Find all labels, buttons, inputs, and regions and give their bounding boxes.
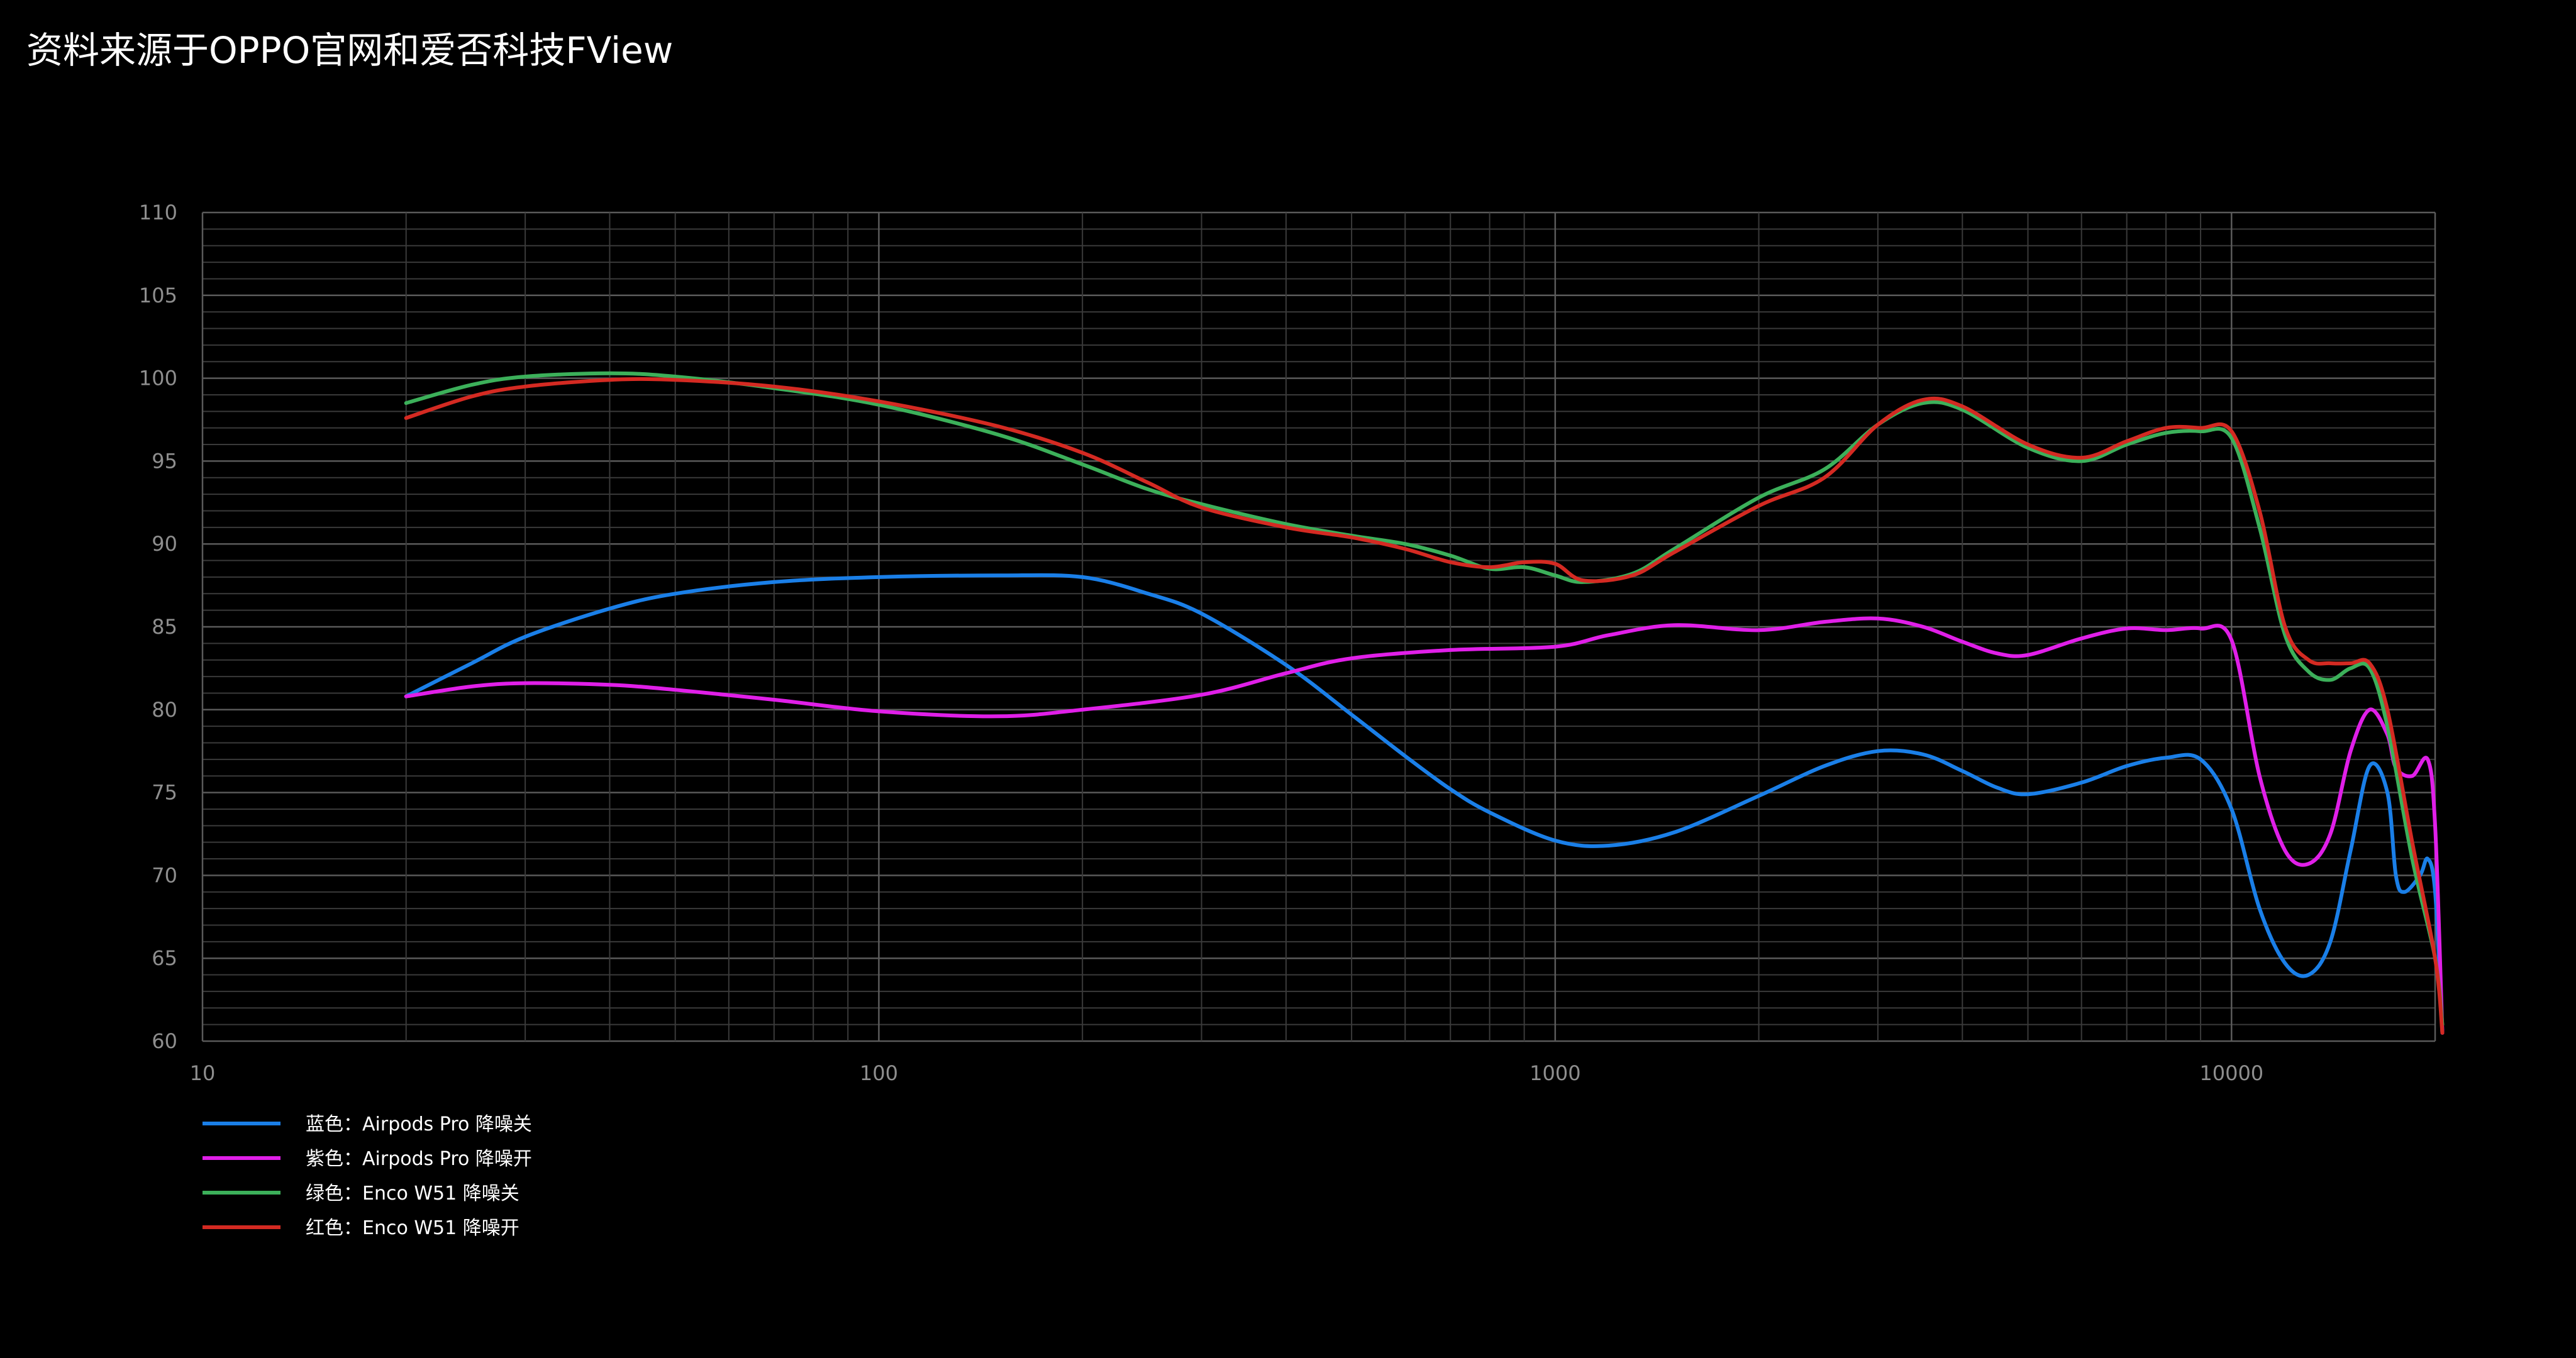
x-tick-label: 10 — [190, 1061, 216, 1085]
y-tick-label: 60 — [152, 1029, 177, 1053]
legend-label-4: 红色：Enco W51 降噪开 — [306, 1217, 519, 1239]
y-tick-label: 80 — [152, 698, 177, 722]
series-line-1 — [404, 573, 2445, 1035]
y-tick-label: 85 — [152, 615, 177, 639]
y-tick-labels: 110 105 100 95 90 85 80 75 70 65 60 — [139, 201, 177, 1053]
source-note: 资料来源于OPPO官网和爱否科技FView — [26, 29, 674, 72]
y-tick-label: 95 — [152, 449, 177, 473]
y-tick-label: 75 — [152, 781, 177, 805]
y-tick-label: 110 — [139, 201, 177, 224]
legend-label-2: 紫色：Airpods Pro 降噪开 — [306, 1148, 532, 1170]
series-line-2 — [404, 616, 2445, 1035]
legend-label-3: 绿色：Enco W51 降噪关 — [306, 1183, 519, 1205]
y-tick-label: 100 — [139, 367, 177, 390]
y-tick-label: 105 — [139, 284, 177, 307]
y-tick-label: 65 — [152, 946, 177, 970]
x-tick-label: 10000 — [2199, 1061, 2263, 1085]
y-tick-label: 90 — [152, 532, 177, 556]
series-line-3 — [404, 371, 2445, 1027]
grid — [201, 211, 2436, 1042]
x-tick-label: 1000 — [1530, 1061, 1580, 1085]
y-tick-label: 70 — [152, 863, 177, 887]
x-tick-labels: 10 100 1000 10000 — [190, 1061, 2264, 1085]
series-lines — [404, 371, 2445, 1035]
legend-label-1: 蓝色：Airpods Pro 降噪关 — [306, 1113, 532, 1135]
series-line-4 — [404, 377, 2445, 1035]
x-tick-label: 100 — [860, 1061, 898, 1085]
